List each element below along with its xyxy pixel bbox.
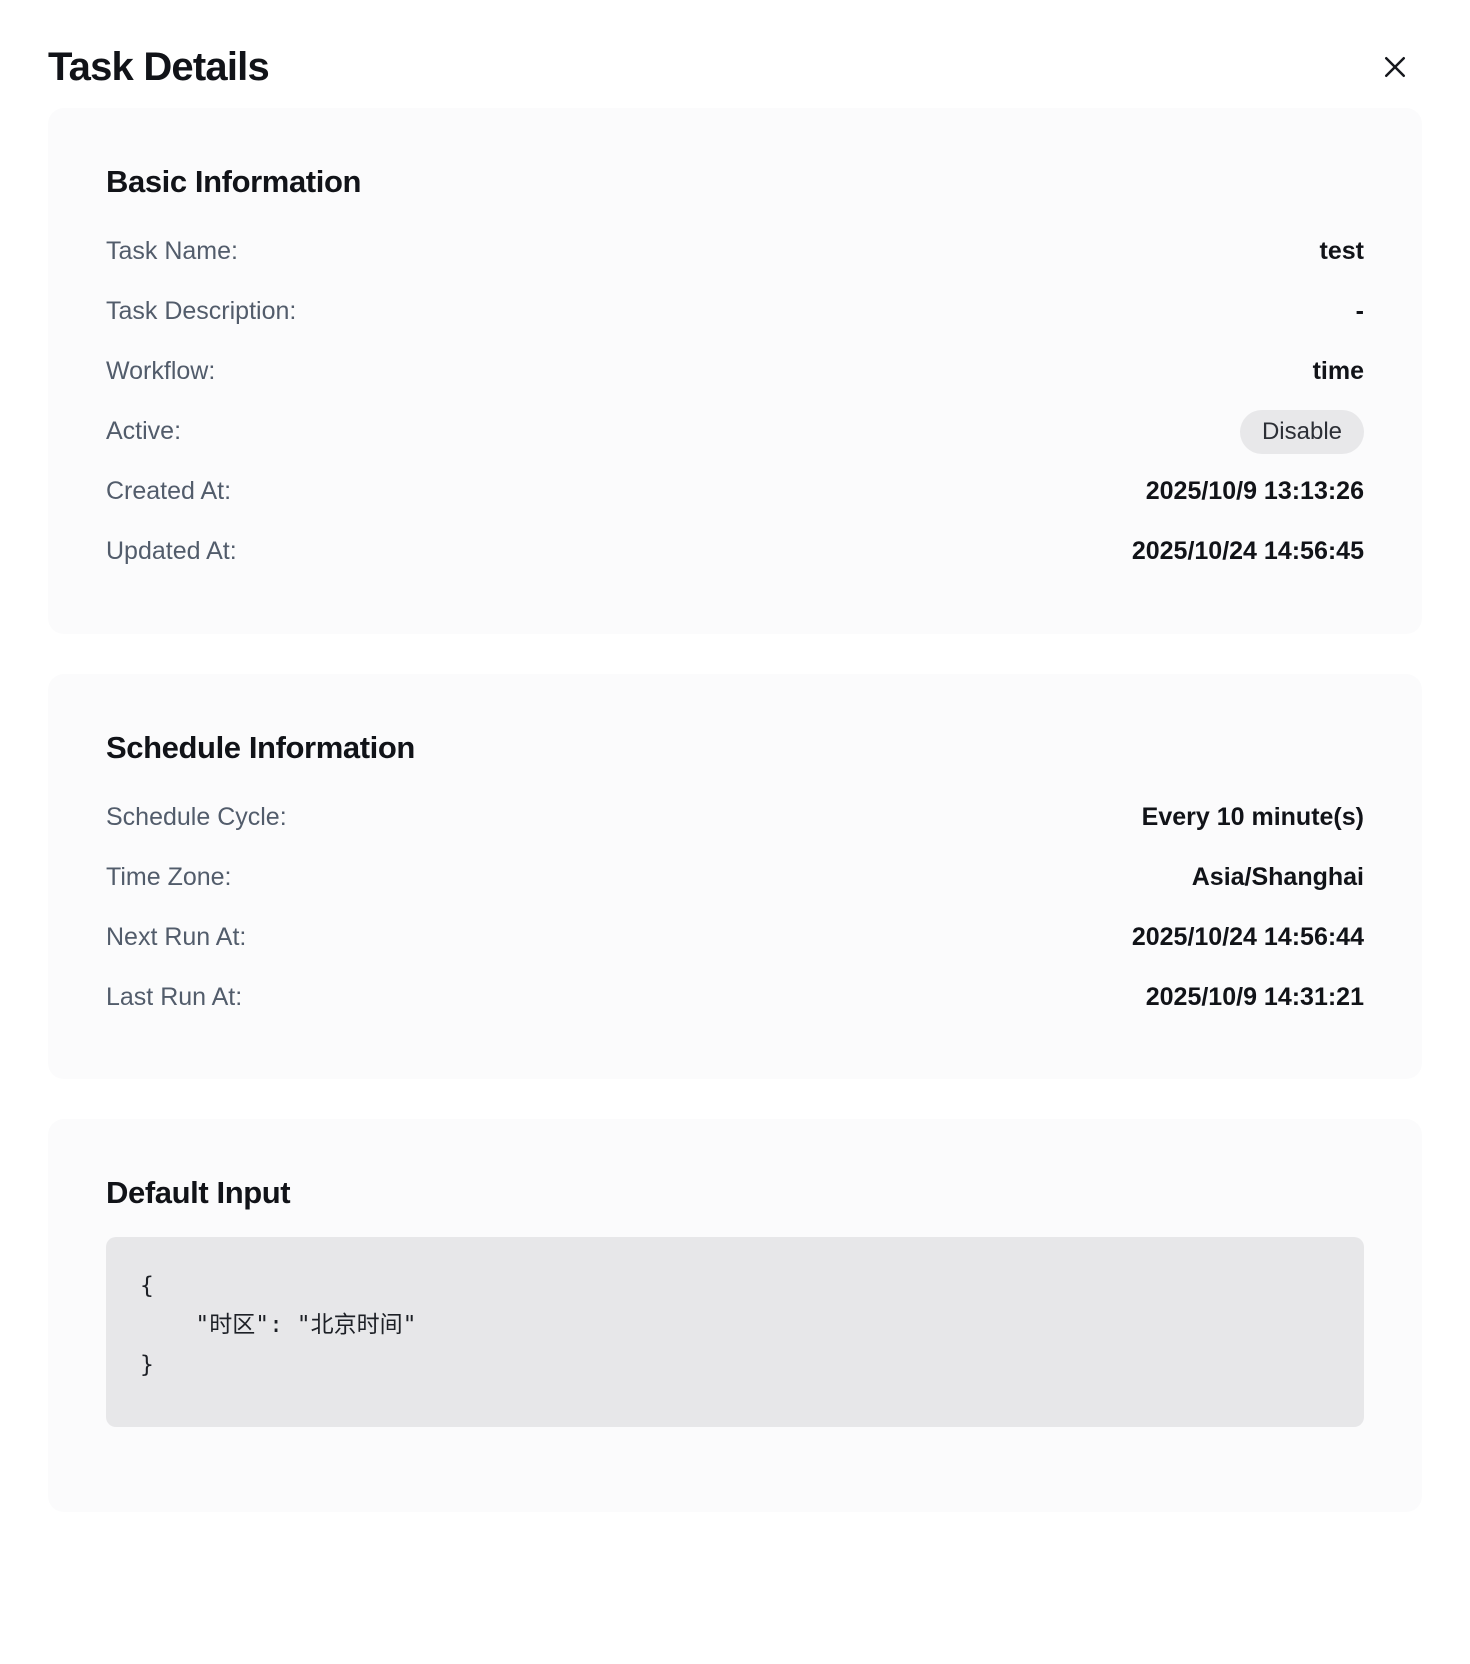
status-badge: Disable xyxy=(1239,409,1364,454)
value-workflow: time xyxy=(1312,357,1364,386)
value-last-run-at: 2025/10/9 14:31:21 xyxy=(1145,982,1364,1011)
value-created-at: 2025/10/9 13:13:26 xyxy=(1145,477,1364,506)
label-last-run-at: Last Run At: xyxy=(106,982,243,1011)
row-task-description: Task Description: - xyxy=(106,282,1364,342)
value-time-zone: Asia/Shanghai xyxy=(1191,862,1364,891)
label-workflow: Workflow: xyxy=(106,357,216,386)
value-updated-at: 2025/10/24 14:56:45 xyxy=(1131,537,1364,566)
row-last-run-at: Last Run At: 2025/10/9 14:31:21 xyxy=(106,967,1364,1027)
label-active: Active: xyxy=(106,417,182,446)
schedule-information-card: Schedule Information Schedule Cycle: Eve… xyxy=(48,673,1422,1080)
row-task-name: Task Name: test xyxy=(106,222,1364,282)
close-icon[interactable] xyxy=(1372,44,1418,90)
default-input-title: Default Input xyxy=(106,1175,291,1211)
value-schedule-cycle: Every 10 minute(s) xyxy=(1141,802,1364,831)
row-next-run-at: Next Run At: 2025/10/24 14:56:44 xyxy=(106,907,1364,967)
row-active: Active: Disable xyxy=(106,402,1364,462)
row-workflow: Workflow: time xyxy=(106,342,1364,402)
default-input-code[interactable]: { "时区": "北京时间" } xyxy=(106,1236,1364,1427)
row-created-at: Created At: 2025/10/9 13:13:26 xyxy=(106,462,1364,522)
row-schedule-cycle: Schedule Cycle: Every 10 minute(s) xyxy=(106,787,1364,847)
value-task-name: test xyxy=(1319,237,1364,266)
basic-information-title: Basic Information xyxy=(106,164,362,199)
basic-information-card: Basic Information Task Name: test Task D… xyxy=(48,108,1422,634)
label-task-name: Task Name: xyxy=(106,237,238,266)
label-task-description: Task Description: xyxy=(106,297,297,326)
modal-header: Task Details xyxy=(48,0,1422,108)
label-updated-at: Updated At: xyxy=(106,537,237,566)
default-input-card: Default Input { "时区": "北京时间" } xyxy=(48,1119,1422,1512)
row-updated-at: Updated At: 2025/10/24 14:56:45 xyxy=(106,522,1364,582)
label-next-run-at: Next Run At: xyxy=(106,922,247,951)
page-title: Task Details xyxy=(48,45,270,89)
value-task-description: - xyxy=(1355,297,1364,326)
label-created-at: Created At: xyxy=(106,477,232,506)
row-time-zone: Time Zone: Asia/Shanghai xyxy=(106,847,1364,907)
value-next-run-at: 2025/10/24 14:56:44 xyxy=(1131,922,1364,951)
schedule-information-title: Schedule Information xyxy=(106,729,415,765)
label-schedule-cycle: Schedule Cycle: xyxy=(106,802,287,831)
label-time-zone: Time Zone: xyxy=(106,862,232,891)
